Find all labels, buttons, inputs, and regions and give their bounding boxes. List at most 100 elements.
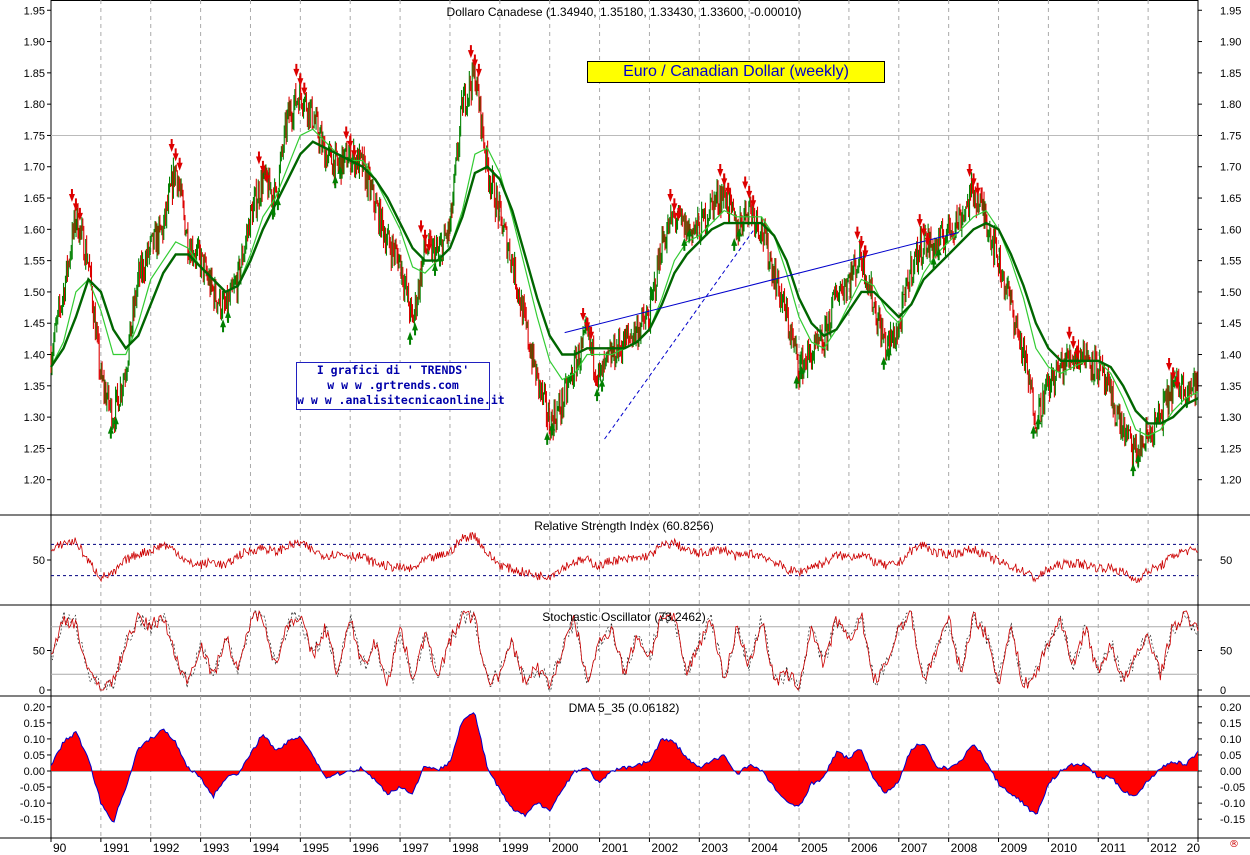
price-tick-label-right: 1.90 (1220, 37, 1241, 49)
buy-arrow-icon (436, 253, 443, 267)
buy-arrow-icon (269, 206, 276, 220)
buy-arrow-icon (880, 356, 887, 370)
price-tick-label-left: 1.35 (24, 381, 45, 393)
rsi-line (50, 531, 1199, 584)
price-tick-label-left: 1.55 (24, 256, 45, 268)
price-tick-label-left: 1.30 (24, 412, 45, 424)
sell-arrow-icon (1066, 326, 1073, 340)
sell-arrow-icon (259, 160, 266, 174)
x-tick-label: 90 (53, 841, 67, 855)
signal-arrows (68, 45, 1181, 477)
buy-arrow-icon (736, 228, 743, 242)
sell-arrow-icon (580, 307, 587, 321)
buy-arrow-icon (412, 322, 419, 336)
sell-arrow-icon (475, 63, 482, 77)
panel-title-3: DMA 5_35 (0.06182) (569, 701, 680, 715)
sell-arrow-icon (263, 170, 270, 184)
stoch-tick-label-right: 50 (1220, 646, 1232, 658)
price-tick-label-right: 1.60 (1220, 224, 1241, 236)
price-tick-label-right: 1.95 (1220, 5, 1241, 17)
buy-arrow-icon (599, 378, 606, 392)
trendline-solid (564, 231, 959, 334)
price-tick-label-left: 1.20 (24, 475, 45, 487)
sell-arrow-icon (916, 214, 923, 228)
price-tick-label-right: 1.70 (1220, 162, 1241, 174)
price-tick-label-left: 1.90 (24, 37, 45, 49)
buy-arrow-icon (681, 237, 688, 251)
sell-arrow-icon (742, 176, 749, 190)
buy-arrow-icon (930, 256, 937, 270)
sell-arrow-icon (721, 173, 728, 187)
buy-arrow-icon (594, 388, 601, 402)
price-bars (50, 58, 1198, 470)
watermark-line-3[interactable]: w w w .analisitecnicaonline.it (297, 393, 505, 407)
watermark-line-1: I grafici di ' TRENDS' (316, 363, 470, 377)
dma-tick-label-left: -0.15 (20, 814, 45, 826)
sell-arrow-icon (970, 173, 977, 187)
stoch-tick-label-right: 0 (1220, 685, 1226, 697)
dma-tick-label-right: 0.00 (1220, 766, 1241, 778)
sell-arrow-icon (858, 235, 865, 249)
sell-arrow-icon (418, 220, 425, 234)
buy-arrow-icon (1030, 425, 1037, 439)
price-tick-label-right: 1.35 (1220, 381, 1241, 393)
buy-arrow-icon (731, 237, 738, 251)
sell-arrow-icon (293, 63, 300, 77)
sell-arrow-icon (725, 182, 732, 196)
x-tick-label: 2003 (701, 841, 728, 855)
buy-arrow-icon (549, 422, 556, 436)
buy-arrow-icon (407, 331, 414, 345)
sell-arrow-icon (671, 198, 678, 212)
trendline-dashed (604, 229, 755, 440)
price-tick-label-right: 1.40 (1220, 350, 1241, 362)
buy-arrow-icon (112, 416, 119, 430)
sell-arrow-icon (68, 189, 75, 203)
watermark-line-2[interactable]: w w w .grtrends.com (327, 378, 459, 392)
x-tick-label: 1997 (402, 841, 429, 855)
sell-arrow-icon (750, 195, 757, 209)
x-tick-label: 1998 (452, 841, 479, 855)
price-tick-label-left: 1.65 (24, 193, 45, 205)
sell-arrow-icon (76, 207, 83, 221)
oscillators (50, 531, 1199, 823)
dma-tick-label-right: 0.20 (1220, 702, 1241, 714)
sell-arrow-icon (854, 226, 861, 240)
sell-arrow-icon (667, 189, 674, 203)
price-tick-label-right: 1.80 (1220, 99, 1241, 111)
sell-arrow-icon (675, 207, 682, 221)
rsi-tick-label-left: 50 (33, 555, 45, 567)
buy-arrow-icon (686, 228, 693, 242)
x-tick-label: 2012 (1150, 841, 1177, 855)
sell-arrow-icon (588, 326, 595, 340)
dma-tick-label-left: 0.15 (24, 718, 45, 730)
sell-arrow-icon (72, 198, 79, 212)
stochastic-line (50, 609, 1199, 691)
sell-arrow-icon (584, 317, 591, 331)
price-tick-label-left: 1.75 (24, 130, 45, 142)
panel-titles: Dollaro Canadese (1.34940, 1.35180, 1.33… (447, 5, 802, 715)
x-tick-label: 2002 (651, 841, 678, 855)
x-tick-label: 2007 (901, 841, 928, 855)
corner-mark: ® (1229, 839, 1239, 850)
x-tick-label: 2001 (602, 841, 629, 855)
price-tick-label-right: 1.20 (1220, 475, 1241, 487)
x-tick-label: 1994 (252, 841, 279, 855)
x-tick-label: 20 (1187, 841, 1201, 855)
dma-tick-label-right: 0.10 (1220, 734, 1241, 746)
sell-arrow-icon (426, 239, 433, 253)
sell-arrow-icon (172, 148, 179, 162)
dma-tick-label-right: 0.15 (1220, 718, 1241, 730)
sell-arrow-icon (422, 229, 429, 243)
price-tick-label-right: 1.25 (1220, 443, 1241, 455)
dma-tick-label-left: 0.00 (24, 766, 45, 778)
x-tick-label: 2010 (1050, 841, 1077, 855)
sell-arrow-icon (1074, 345, 1081, 359)
trendlines (564, 229, 959, 440)
watermark-box[interactable]: I grafici di ' TRENDS' w w w .grtrends.c… (296, 362, 505, 410)
x-tick-label: 2000 (552, 841, 579, 855)
stoch-tick-label-left: 50 (33, 646, 45, 658)
x-tick-label: 1999 (502, 841, 529, 855)
price-tick-label-right: 1.45 (1220, 318, 1241, 330)
